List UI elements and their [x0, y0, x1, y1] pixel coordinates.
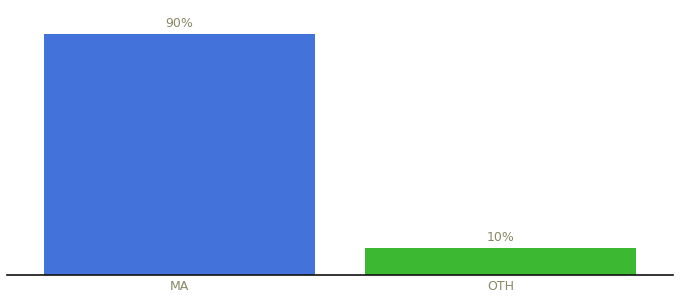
Bar	[44, 34, 316, 274]
Text: 10%: 10%	[486, 231, 514, 244]
Text: 90%: 90%	[166, 17, 194, 30]
Bar	[364, 248, 636, 274]
